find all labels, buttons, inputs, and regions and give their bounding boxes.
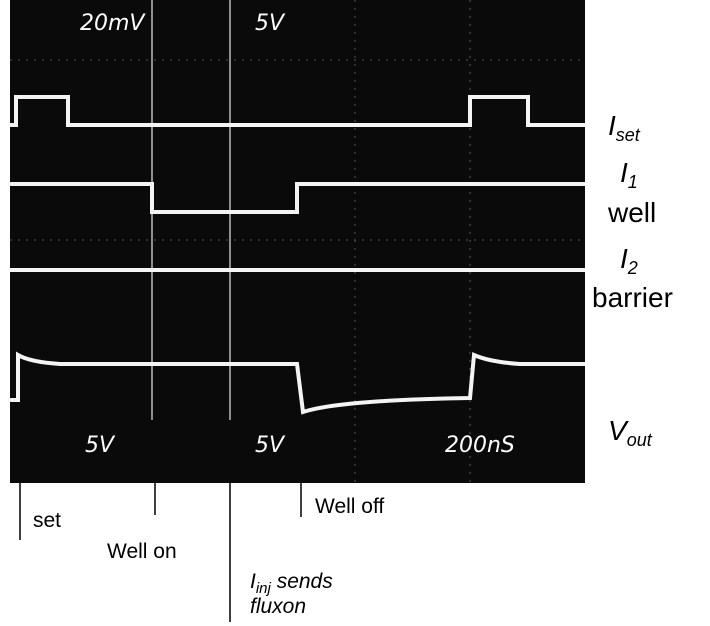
- event-markers: [19, 483, 302, 622]
- trace-vout: [10, 351, 585, 415]
- scope-grid: [10, 0, 585, 483]
- event-label: Well off: [315, 495, 384, 518]
- scope-label: 5V: [255, 11, 286, 36]
- event-label: Well on: [107, 540, 177, 563]
- trace-label: I2: [620, 243, 638, 278]
- trace-i1: [10, 182, 585, 214]
- scope-label: 5V: [255, 433, 286, 458]
- scope-label: 20mV: [80, 11, 146, 36]
- event-label: fluxon: [250, 595, 306, 618]
- trace-iset: [10, 95, 585, 127]
- trace-label: I1: [620, 157, 638, 192]
- trace-label: Vout: [608, 415, 653, 450]
- trace-label: Iset: [608, 110, 641, 145]
- scope-label: 5V: [85, 433, 116, 458]
- scope-label: 200nS: [445, 433, 515, 458]
- event-label: Iinj sends: [250, 570, 333, 597]
- event-label: set: [33, 509, 61, 532]
- scope-screen: [10, 0, 585, 483]
- trace-caption: well: [607, 197, 656, 228]
- trace-caption: barrier: [592, 282, 673, 313]
